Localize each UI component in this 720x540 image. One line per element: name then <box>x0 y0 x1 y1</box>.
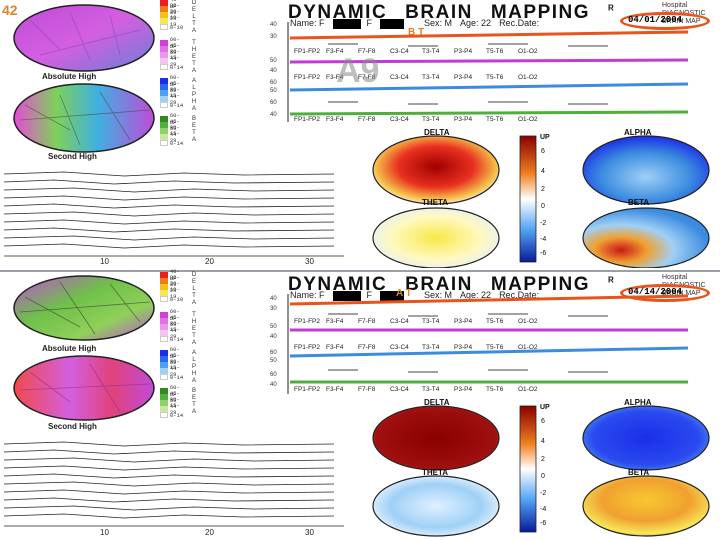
alpha-label: ALPHA <box>624 398 652 407</box>
band-trace-chart <box>287 22 689 122</box>
legend-delta: 40-UP 30-39 20-29 10-19 0-10 <box>160 0 186 31</box>
date-highlight-oval <box>620 284 710 302</box>
redaction-block <box>332 18 361 29</box>
slide-number: 42 <box>2 2 18 18</box>
beta-label: BETA <box>628 468 650 477</box>
legend-alpha: 60-UP 45-59 30-44 15-29 0-14 <box>160 346 186 381</box>
legend-theta: 60-UP 45-59 30-44 15-29 0-14 <box>160 308 186 343</box>
theta-topomap <box>372 207 500 268</box>
alpha-trace <box>289 346 689 358</box>
beta-label: BETA <box>628 198 650 207</box>
spectral-traces <box>4 171 344 257</box>
absolute-high-map <box>13 4 155 153</box>
title-word-3: MAPPING <box>490 274 591 295</box>
channel-row-3: FP1-FP2 F3-F4 F7-F8 C3-C4 T3-T4 P3-P4 T5-T6 O1-… <box>294 116 538 123</box>
report-title: DYNAMIC BRAIN MAPPING R <box>288 2 615 24</box>
delta-trace <box>289 294 689 306</box>
second-high-caption: Second High <box>48 152 97 161</box>
channel-row-2: FP1-FP2 F3-F4 F7-F8 C3-C4 T3-T4 P3-P4 T5-T6 O1-… <box>294 344 538 351</box>
title-word-2: BRAIN <box>405 274 473 295</box>
sex-label: Sex: M <box>424 18 453 28</box>
title-mark: R <box>608 275 616 285</box>
absolute-high-caption: Absolute High <box>42 72 97 81</box>
record-date: 04/14/2004 <box>628 287 683 297</box>
sex-label: Sex: M <box>424 290 453 300</box>
a9-label: A9 <box>336 52 380 90</box>
delta-label: DELTA <box>424 128 450 137</box>
age-label: Age: 22 <box>460 290 492 300</box>
title-word-1: DYNAMIC <box>288 2 388 23</box>
alpha-topomap <box>582 135 710 205</box>
legend-beta: 60-UP 45-59 30-44 15-29 0-14 <box>160 112 186 147</box>
theta-trace <box>289 58 689 64</box>
title-word-3: MAPPING <box>490 2 591 23</box>
age-label: Age: 22 <box>460 18 492 28</box>
beta-topomap <box>582 207 710 268</box>
beta-topomap <box>582 475 710 537</box>
channel-row-3: FP1-FP2 F3-F4 F7-F8 C3-C4 T3-T4 P3-P4 T5-T6 O1-… <box>294 386 538 393</box>
band-trace-chart <box>287 294 689 394</box>
channel-row-1: FP1-FP2 F3-F4 F7-F8 C3-C4 T3-T4 P3-P4 T5-T6 O1-… <box>294 48 538 55</box>
topomap-grid <box>372 135 710 268</box>
legend-theta: 60-UP 45-59 30-44 15-29 0-14 <box>160 36 186 71</box>
rec-label: Rec.Date: <box>499 290 540 300</box>
bottom-report-panel: DYNAMIC BRAIN MAPPING R Hospital DIAGNOSTIC… <box>0 268 720 540</box>
title-word-2: BRAIN <box>405 2 473 23</box>
report-title: DYNAMIC BRAIN MAPPING R <box>288 274 615 296</box>
first-label: F <box>366 18 373 28</box>
first-label: F <box>366 290 373 300</box>
theta-topomap <box>372 475 500 537</box>
topomap-grid <box>372 405 710 537</box>
theta-label: THETA <box>422 468 449 477</box>
absolute-high-map <box>13 275 155 421</box>
theta-label: THETA <box>422 198 449 207</box>
delta-topomap <box>372 405 500 471</box>
legend-beta: 60-UP 45-59 30-44 15-29 0-14 <box>160 384 186 419</box>
redaction-block <box>380 290 405 301</box>
patient-info: Name: F F Sex: M Age: 22 Rec.Date: <box>290 18 547 29</box>
absolute-high-caption: Absolute High <box>42 344 97 353</box>
delta-topomap <box>372 135 500 205</box>
name-label: Name: F <box>290 290 325 300</box>
second-high-caption: Second High <box>48 422 97 431</box>
channel-row-1: FP1-FP2 F3-F4 F7-F8 C3-C4 T3-T4 P3-P4 T5-T6 O1-… <box>294 318 538 325</box>
date-highlight-oval <box>620 12 710 30</box>
delta-trace <box>289 30 689 40</box>
legend-alpha: 60-UP 45-59 30-44 15-29 0-14 <box>160 74 186 109</box>
top-report-panel: 42 DYNAMIC BRAIN MAPPING R Hospital DIAGNOS… <box>0 0 720 268</box>
alpha-topomap <box>582 405 710 471</box>
colorbar <box>519 135 537 263</box>
channel-row-2: FP1-FP2 F3-F4 F7-F8 C3-C4 T3-T4 P3-P4 T5-T6 O1-… <box>294 74 538 81</box>
legend-delta: 40-UP 30-39 20-29 10-19 0-10 <box>160 268 186 303</box>
alpha-label: ALPHA <box>624 128 652 137</box>
spectral-traces <box>4 441 344 527</box>
at-marker: A T <box>396 288 412 299</box>
bt-marker: B T <box>408 27 425 38</box>
colorbar <box>519 405 537 533</box>
redaction-block <box>380 18 405 29</box>
record-date: 04/01/2004 <box>628 15 683 25</box>
delta-label: DELTA <box>424 398 450 407</box>
rec-label: Rec.Date: <box>499 18 540 28</box>
beta-trace <box>289 110 689 116</box>
redaction-block <box>332 290 361 301</box>
title-word-1: DYNAMIC <box>288 274 388 295</box>
patient-info: Name: F F Sex: M Age: 22 Rec.Date: <box>290 290 547 301</box>
title-mark: R <box>608 3 616 13</box>
name-label: Name: F <box>290 18 325 28</box>
alpha-trace <box>289 82 689 92</box>
